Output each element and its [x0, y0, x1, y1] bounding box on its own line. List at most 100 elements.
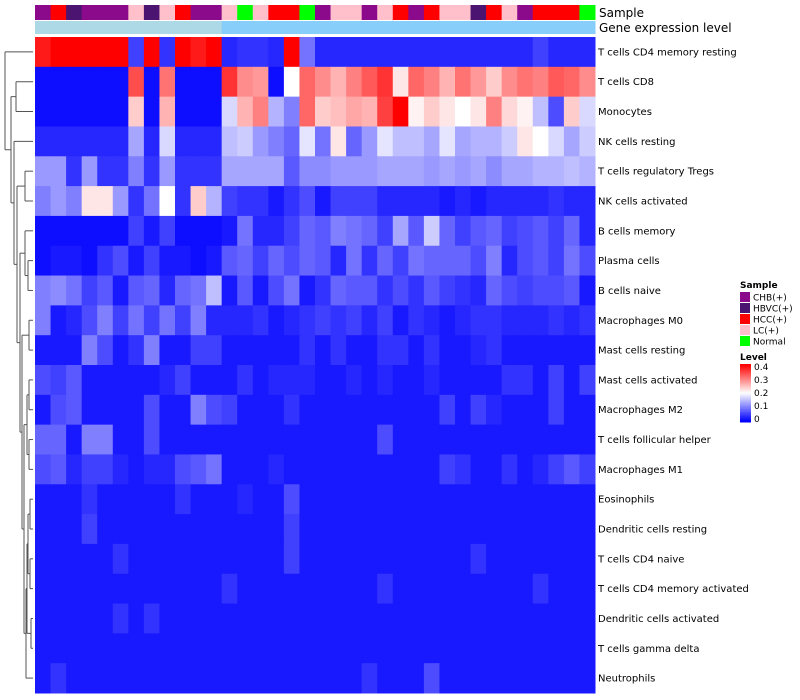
- heatmap-cell: [548, 37, 565, 68]
- heatmap-cell: [97, 126, 114, 157]
- heatmap-cell: [377, 305, 394, 336]
- heatmap-cell: [517, 424, 534, 455]
- heatmap-cell: [221, 603, 238, 634]
- heatmap-cell: [112, 514, 129, 545]
- heatmap-cell: [408, 394, 425, 426]
- heatmap-cell: [486, 96, 503, 127]
- heatmap-cell: [299, 365, 316, 396]
- heatmap-cell: [66, 66, 83, 98]
- heatmap-cell: [377, 215, 394, 247]
- heatmap-cell: [579, 394, 596, 426]
- heatmap-cell: [532, 514, 549, 545]
- heatmap-cell: [66, 126, 83, 157]
- gene-expression-cell: [408, 21, 425, 34]
- heatmap-cell: [128, 156, 145, 187]
- heatmap-cell: [392, 275, 409, 306]
- row-label: NK cells resting: [598, 137, 675, 148]
- heatmap-cell: [517, 96, 534, 127]
- heatmap-cell: [408, 305, 425, 336]
- heatmap-cell: [206, 215, 223, 247]
- heatmap-cell: [237, 514, 254, 545]
- row-label: T cells CD8: [597, 77, 654, 88]
- heatmap-cell: [97, 424, 114, 455]
- sample-cell: [159, 5, 176, 20]
- heatmap-cell: [517, 245, 534, 277]
- heatmap-cell: [190, 37, 207, 68]
- heatmap-cell: [517, 454, 534, 485]
- heatmap-cell: [206, 424, 223, 455]
- heatmap-cell: [283, 633, 300, 664]
- heatmap-cell: [283, 365, 300, 396]
- heatmap-cell: [50, 633, 67, 664]
- heatmap-cell: [159, 305, 176, 336]
- heatmap-cell: [252, 603, 269, 634]
- heatmap-cell: [517, 365, 534, 396]
- heatmap-cell: [206, 335, 223, 366]
- gene-expression-cell: [439, 21, 456, 34]
- heatmap-cell: [66, 633, 83, 664]
- heatmap-cell: [159, 394, 176, 426]
- heatmap-cell: [377, 633, 394, 664]
- heatmap-cell: [299, 215, 316, 247]
- heatmap-cell: [563, 573, 580, 605]
- gene-expression-cell: [97, 21, 114, 34]
- heatmap-cell: [470, 186, 487, 217]
- heatmap-cell: [470, 335, 487, 366]
- level-legend-gradient-step: [740, 404, 751, 407]
- heatmap-cell: [283, 603, 300, 634]
- heatmap-cell: [361, 514, 378, 545]
- heatmap-cell: [81, 514, 98, 545]
- heatmap-cell: [299, 573, 316, 605]
- level-legend-gradient-step: [740, 406, 751, 408]
- heatmap-cell: [517, 663, 534, 694]
- heatmap-cell: [532, 275, 549, 306]
- heatmap-cell: [315, 186, 332, 217]
- heatmap-cell: [35, 633, 52, 664]
- heatmap-cell: [237, 365, 254, 396]
- sample-cell: [299, 5, 316, 20]
- heatmap-cell: [175, 365, 192, 396]
- heatmap-cell: [50, 305, 67, 336]
- heatmap-cell: [315, 603, 332, 634]
- gene-expression-cell: [486, 21, 503, 34]
- heatmap-cell: [112, 186, 129, 217]
- sample-legend-swatch: [740, 292, 750, 302]
- gene-expression-cell: [377, 21, 394, 34]
- heatmap-cell: [361, 66, 378, 98]
- heatmap-cell: [346, 424, 363, 455]
- level-legend-gradient-step: [740, 379, 751, 382]
- heatmap-cell: [128, 394, 145, 426]
- heatmap-cell: [50, 66, 67, 98]
- heatmap-cell: [221, 245, 238, 277]
- heatmap-cell: [66, 543, 83, 575]
- gene-expression-cell: [315, 21, 332, 34]
- heatmap-cell: [50, 573, 67, 605]
- heatmap-cell: [315, 156, 332, 187]
- heatmap-cell: [548, 543, 565, 575]
- heatmap-cell: [237, 394, 254, 426]
- heatmap-cell: [501, 66, 518, 98]
- heatmap-cell: [563, 215, 580, 247]
- heatmap-cell: [532, 365, 549, 396]
- heatmap-cell: [206, 96, 223, 127]
- heatmap-cell: [81, 215, 98, 247]
- heatmap-cell: [237, 603, 254, 634]
- heatmap-cell: [532, 603, 549, 634]
- heatmap-cell: [486, 126, 503, 157]
- heatmap-cell: [175, 484, 192, 515]
- heatmap-cell: [455, 275, 472, 306]
- heatmap-cell: [532, 96, 549, 127]
- heatmap-cell: [470, 126, 487, 157]
- heatmap-cell: [237, 186, 254, 217]
- heatmap-cell: [486, 454, 503, 485]
- heatmap-cell: [330, 126, 347, 157]
- heatmap-cell: [470, 275, 487, 306]
- heatmap-cell: [175, 573, 192, 605]
- heatmap-cell: [159, 365, 176, 396]
- heatmap-cell: [206, 394, 223, 426]
- heatmap-cell: [35, 66, 52, 98]
- heatmap-cell: [35, 275, 52, 306]
- heatmap-cell: [143, 394, 160, 426]
- heatmap-cell: [501, 156, 518, 187]
- heatmap-cell: [579, 275, 596, 306]
